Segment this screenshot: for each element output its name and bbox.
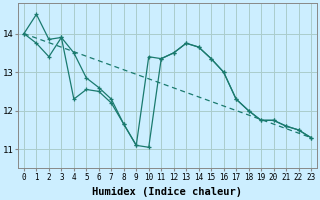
X-axis label: Humidex (Indice chaleur): Humidex (Indice chaleur) [92,187,243,197]
